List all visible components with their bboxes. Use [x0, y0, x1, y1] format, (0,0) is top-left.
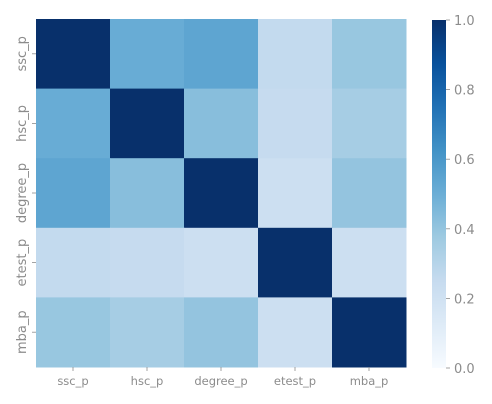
x-tick-label: hsc_p: [131, 374, 164, 388]
colorbar-tick-label: 1.0: [454, 14, 475, 29]
heatmap-cell-degree_p-ssc_p: [36, 158, 111, 229]
heatmap-cell-degree_p-degree_p: [184, 158, 259, 229]
heatmap-cell-degree_p-hsc_p: [110, 158, 185, 229]
heatmap-cell-etest_p-mba_p: [332, 227, 407, 298]
colorbar: 0.0 0.2 0.4 0.6 0.8 1.0: [432, 14, 475, 377]
colorbar-ticks: 0.0 0.2 0.4 0.6 0.8 1.0: [446, 14, 475, 377]
heatmap-cell-degree_p-mba_p: [332, 158, 407, 229]
heatmap-cells: [36, 19, 407, 368]
y-tick-label: degree_p: [15, 163, 30, 223]
colorbar-tick-label: 0.0: [454, 362, 475, 377]
heatmap-cell-etest_p-hsc_p: [110, 227, 185, 298]
heatmap-cell-degree_p-etest_p: [258, 158, 333, 229]
colorbar-tick-label: 0.4: [454, 223, 475, 238]
y-tick-label: etest_p: [15, 239, 30, 287]
heatmap-cell-mba_p-etest_p: [258, 297, 333, 368]
colorbar-tick-label: 0.8: [454, 84, 475, 99]
heatmap-cell-etest_p-degree_p: [184, 227, 259, 298]
colorbar-gradient: [432, 20, 446, 368]
x-tick-label: degree_p: [194, 374, 247, 388]
heatmap-cell-hsc_p-degree_p: [184, 88, 259, 159]
heatmap-cell-ssc_p-etest_p: [258, 19, 333, 90]
x-tick-label: ssc_p: [57, 374, 88, 388]
heatmap-cell-mba_p-ssc_p: [36, 297, 111, 368]
x-tick-label: etest_p: [274, 374, 316, 388]
colorbar-tick-label: 0.2: [454, 292, 475, 307]
heatmap-cell-etest_p-etest_p: [258, 227, 333, 298]
y-axis-ticks: ssc_p hsc_p degree_p etest_p mba_p: [15, 36, 36, 354]
heatmap-cell-hsc_p-mba_p: [332, 88, 407, 159]
heatmap-cell-hsc_p-hsc_p: [110, 88, 185, 159]
y-tick-label: hsc_p: [15, 105, 30, 142]
heatmap-cell-etest_p-ssc_p: [36, 227, 111, 298]
heatmap-cell-ssc_p-hsc_p: [110, 19, 185, 90]
heatmap-cell-mba_p-mba_p: [332, 297, 407, 368]
heatmap-cell-hsc_p-ssc_p: [36, 88, 111, 159]
y-tick-label: ssc_p: [15, 36, 30, 71]
heatmap-cell-ssc_p-mba_p: [332, 19, 407, 90]
heatmap-cell-mba_p-hsc_p: [110, 297, 185, 368]
heatmap-cell-ssc_p-ssc_p: [36, 19, 111, 90]
heatmap-cell-mba_p-degree_p: [184, 297, 259, 368]
colorbar-tick-label: 0.6: [454, 153, 475, 168]
heatmap-cell-hsc_p-etest_p: [258, 88, 333, 159]
y-tick-label: mba_p: [15, 310, 30, 354]
x-axis-ticks: ssc_p hsc_p degree_p etest_p mba_p: [57, 367, 388, 388]
heatmap-cell-ssc_p-degree_p: [184, 19, 259, 90]
x-tick-label: mba_p: [350, 374, 389, 388]
